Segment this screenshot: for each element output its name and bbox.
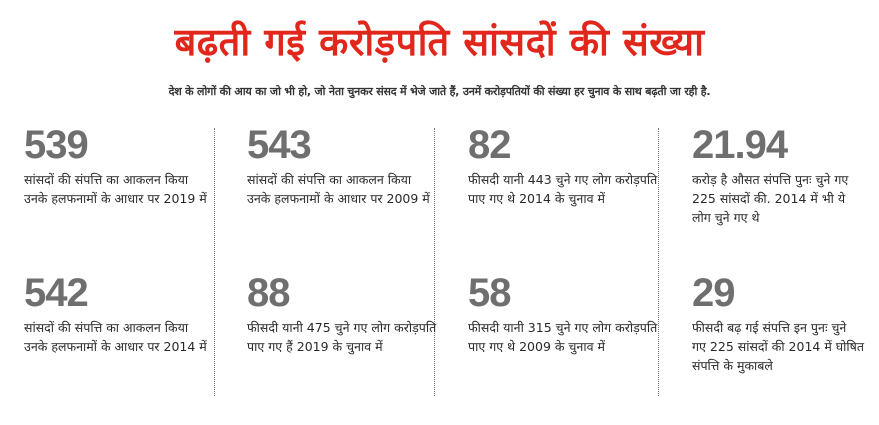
stat-number: 21.94 (692, 123, 788, 167)
stat-description: सांसदों की संपत्ति का आकलन किया उनके हलफ… (24, 320, 207, 354)
stat-block: 539 सांसदों की संपत्ति का आकलन किया उनके… (24, 124, 214, 208)
stat-block: 88 फीसदी यानी 475 चुने गए लोग करोड़पति प… (247, 272, 437, 356)
stats-grid: 539 सांसदों की संपत्ति का आकलन किया उनके… (16, 124, 866, 399)
stat-number: 539 (24, 123, 89, 167)
stat-number: 58 (468, 271, 512, 315)
subtitle: देश के लोगों की आय का जो भी हो, जो नेता … (168, 85, 711, 98)
column-divider (214, 128, 215, 396)
column-divider (434, 128, 435, 396)
column-divider (658, 128, 659, 396)
stat-block: 21.94 करोड़ है औसत संपत्ति पुनः चुने गए … (692, 124, 864, 227)
stat-number: 88 (247, 271, 291, 315)
stat-block: 82 फीसदी यानी 443 चुने गए लोग करोड़पति प… (468, 124, 658, 208)
stat-description: सांसदों की संपत्ति का आकलन किया उनके हलफ… (247, 172, 430, 206)
stat-description: फीसदी बढ़ गई संपत्ति इन पुनः चुने गए 225… (692, 320, 864, 373)
stat-number: 29 (692, 271, 736, 315)
stat-description: सांसदों की संपत्ति का आकलन किया उनके हलफ… (24, 172, 207, 206)
stat-description: करोड़ है औसत संपत्ति पुनः चुने गए 225 सा… (692, 172, 849, 225)
headline: बढ़ती गई करोड़पति सांसदों की संख्या (174, 20, 705, 64)
stat-block: 29 फीसदी बढ़ गई संपत्ति इन पुनः चुने गए … (692, 272, 864, 375)
stat-description: फीसदी यानी 315 चुने गए लोग करोड़पति पाए … (468, 320, 658, 354)
stat-description: फीसदी यानी 443 चुने गए लोग करोड़पति पाए … (468, 172, 658, 206)
stat-number: 543 (247, 123, 312, 167)
stat-description: फीसदी यानी 475 चुने गए लोग करोड़पति पाए … (247, 320, 437, 354)
stat-number: 82 (468, 123, 512, 167)
stat-block: 543 सांसदों की संपत्ति का आकलन किया उनके… (247, 124, 437, 208)
stat-block: 542 सांसदों की संपत्ति का आकलन किया उनके… (24, 272, 214, 356)
stat-number: 542 (24, 271, 89, 315)
stat-block: 58 फीसदी यानी 315 चुने गए लोग करोड़पति प… (468, 272, 658, 356)
